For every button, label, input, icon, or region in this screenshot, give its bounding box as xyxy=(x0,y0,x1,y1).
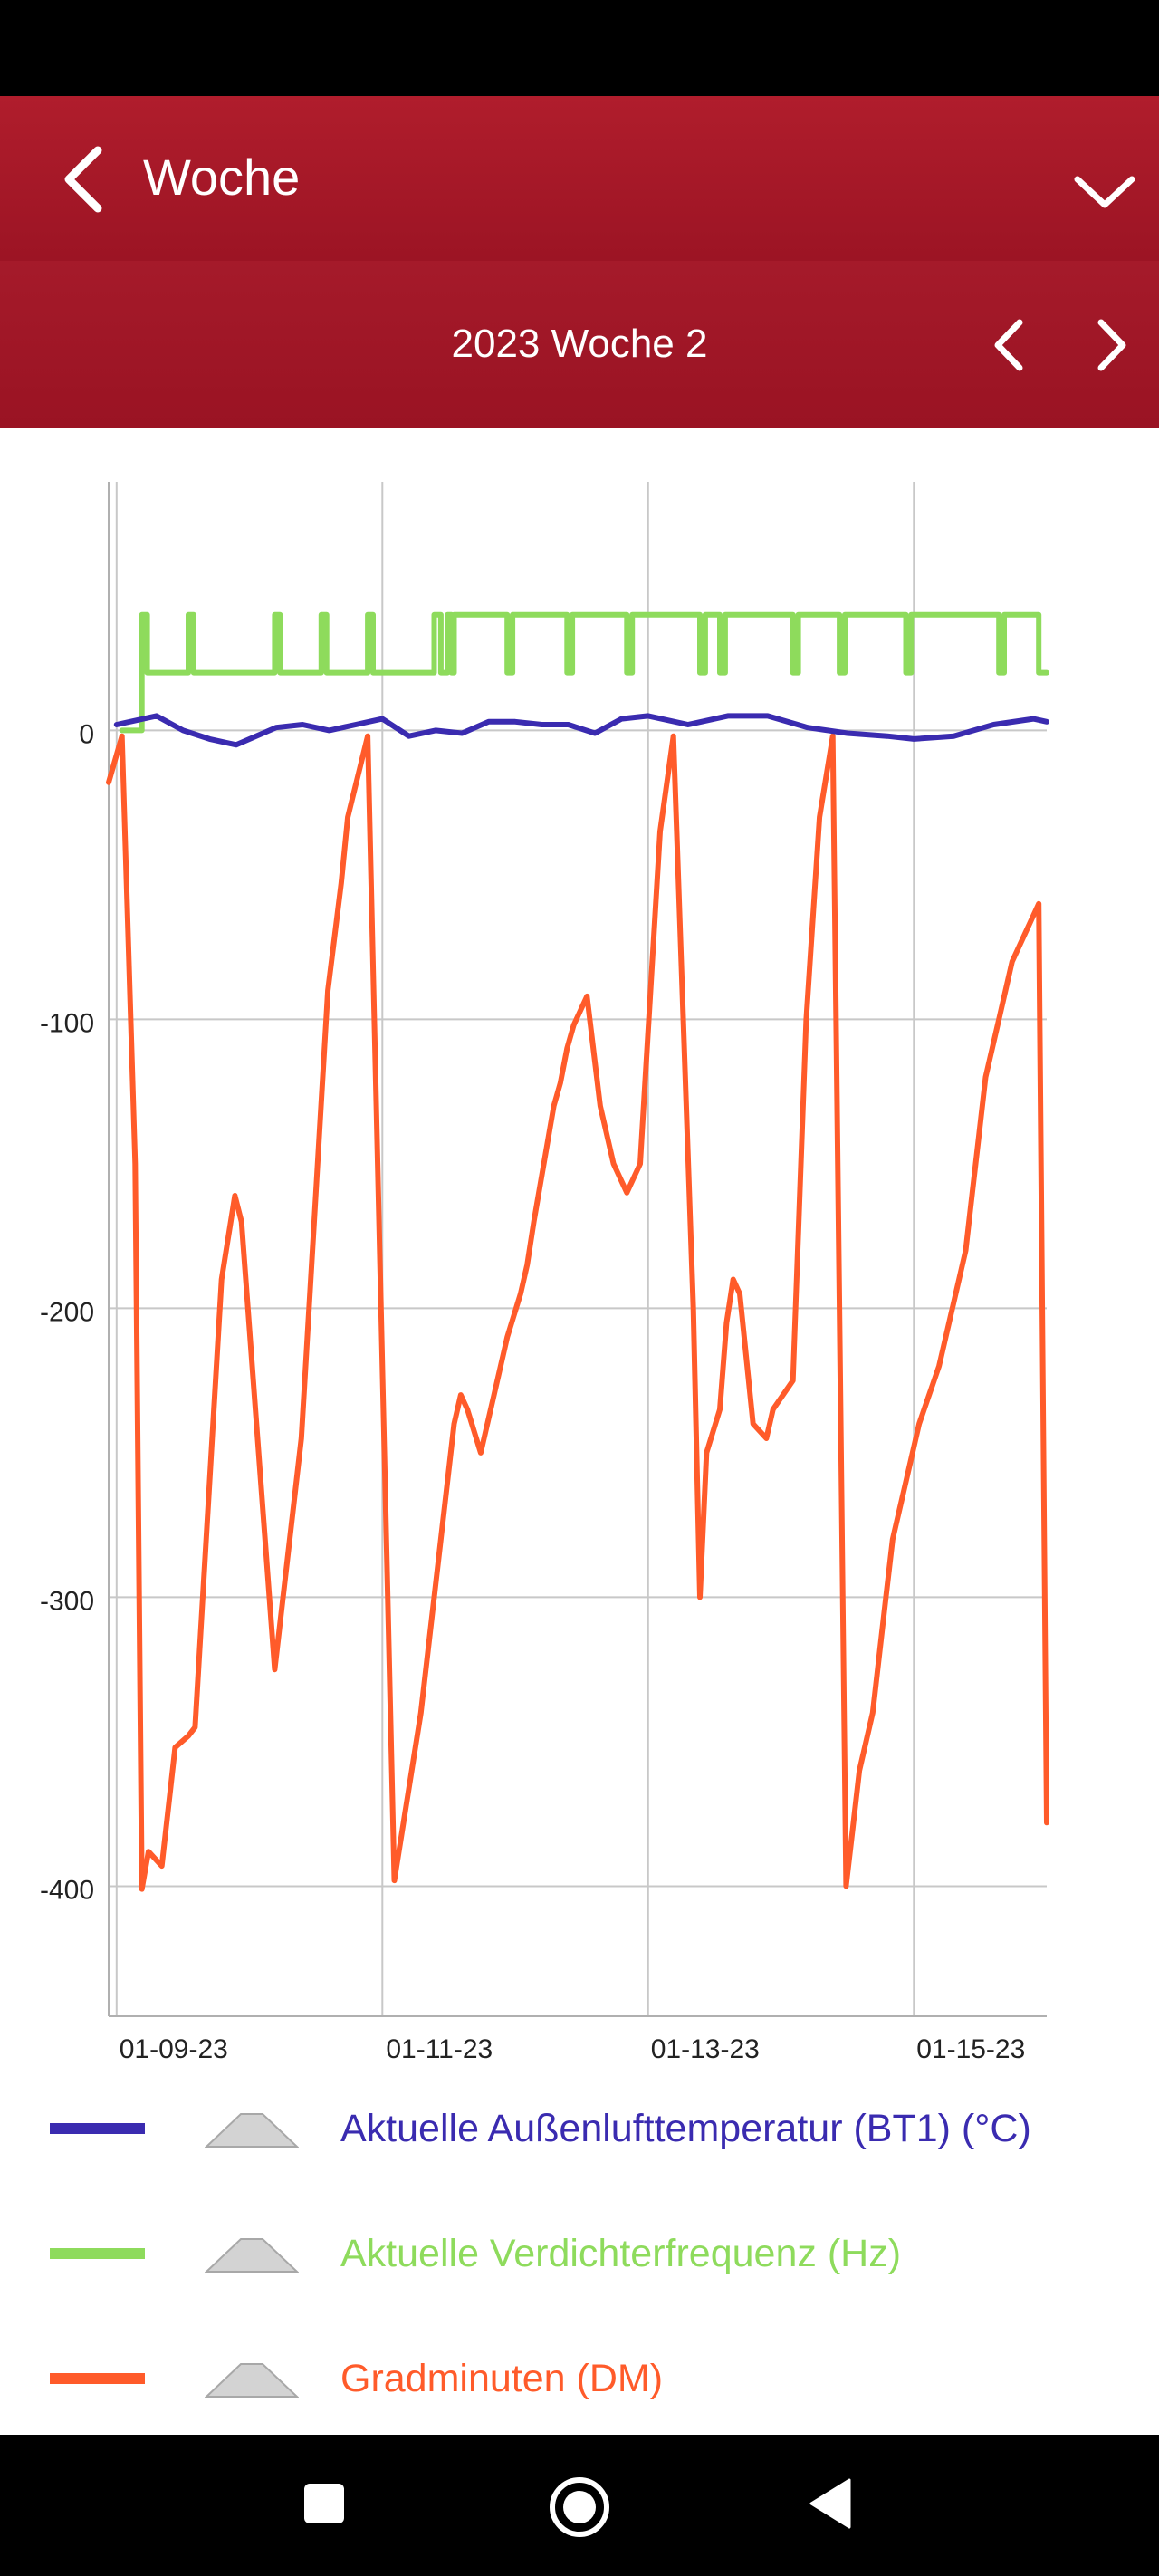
chart-area: 0 -100 -200 -300 -400 01-09-23 01-11-23 01-13-2… xyxy=(0,428,1159,2435)
week-navigator: 2023 Woche 2 xyxy=(0,261,1159,428)
legend-item-degree-minutes[interactable]: Gradminuten (DM) xyxy=(0,2333,1159,2424)
x-tick-label: 01-11-23 xyxy=(386,2034,493,2064)
legend-swatch xyxy=(50,2248,145,2259)
recents-button[interactable] xyxy=(302,2482,346,2525)
back-nav-button[interactable] xyxy=(808,2476,853,2531)
mountain-icon xyxy=(205,2363,299,2398)
legend-item-compressor-frequency[interactable]: Aktuelle Verdichterfrequenz (Hz) xyxy=(0,2208,1159,2299)
x-tick-label: 01-09-23 xyxy=(120,2034,228,2064)
legend-item-outdoor-temperature[interactable]: Aktuelle Außenlufttemperatur (BT1) (°C) xyxy=(0,2083,1159,2174)
week-label: 2023 Woche 2 xyxy=(451,322,708,366)
chevron-right-icon xyxy=(1097,319,1126,371)
system-navigation-bar xyxy=(0,2435,1159,2576)
circle-icon xyxy=(550,2477,609,2537)
square-icon xyxy=(304,2484,344,2523)
app-header: Woche xyxy=(0,96,1159,261)
series-line-degree-minutes xyxy=(106,733,1049,1892)
next-week-button[interactable] xyxy=(1079,304,1143,386)
y-tick-label: -100 xyxy=(40,1008,94,1038)
triangle-left-icon xyxy=(809,2478,851,2529)
y-tick-label: -400 xyxy=(40,1875,94,1905)
y-tick-label: -200 xyxy=(40,1297,94,1327)
mountain-icon xyxy=(205,2113,299,2148)
x-tick-label: 01-15-23 xyxy=(916,2034,1025,2064)
line-chart: 0 -100 -200 -300 -400 01-09-23 01-11-23 01-13-2… xyxy=(40,482,1049,2064)
previous-week-button[interactable] xyxy=(978,304,1041,386)
back-button[interactable] xyxy=(51,134,141,225)
home-button[interactable] xyxy=(547,2475,612,2540)
legend-swatch xyxy=(50,2373,145,2384)
legend-label: Aktuelle Außenlufttemperatur (BT1) (°C) xyxy=(340,2107,1031,2150)
status-bar xyxy=(0,0,1159,96)
mountain-icon xyxy=(205,2238,299,2273)
chevron-left-icon xyxy=(64,146,102,213)
page-title: Woche xyxy=(143,149,301,206)
legend-label: Gradminuten (DM) xyxy=(340,2357,664,2400)
legend-swatch xyxy=(50,2123,145,2134)
y-tick-label: 0 xyxy=(79,719,94,749)
chevron-left-icon xyxy=(994,319,1023,371)
x-tick-label: 01-13-23 xyxy=(651,2034,760,2064)
series-line-outdoor-temperature xyxy=(113,713,1049,748)
dropdown-button[interactable] xyxy=(1068,154,1141,226)
y-tick-label: -300 xyxy=(40,1586,94,1616)
series-line-compressor-frequency xyxy=(119,611,1049,734)
legend-label: Aktuelle Verdichterfrequenz (Hz) xyxy=(340,2232,902,2275)
chevron-down-icon xyxy=(1074,176,1135,208)
